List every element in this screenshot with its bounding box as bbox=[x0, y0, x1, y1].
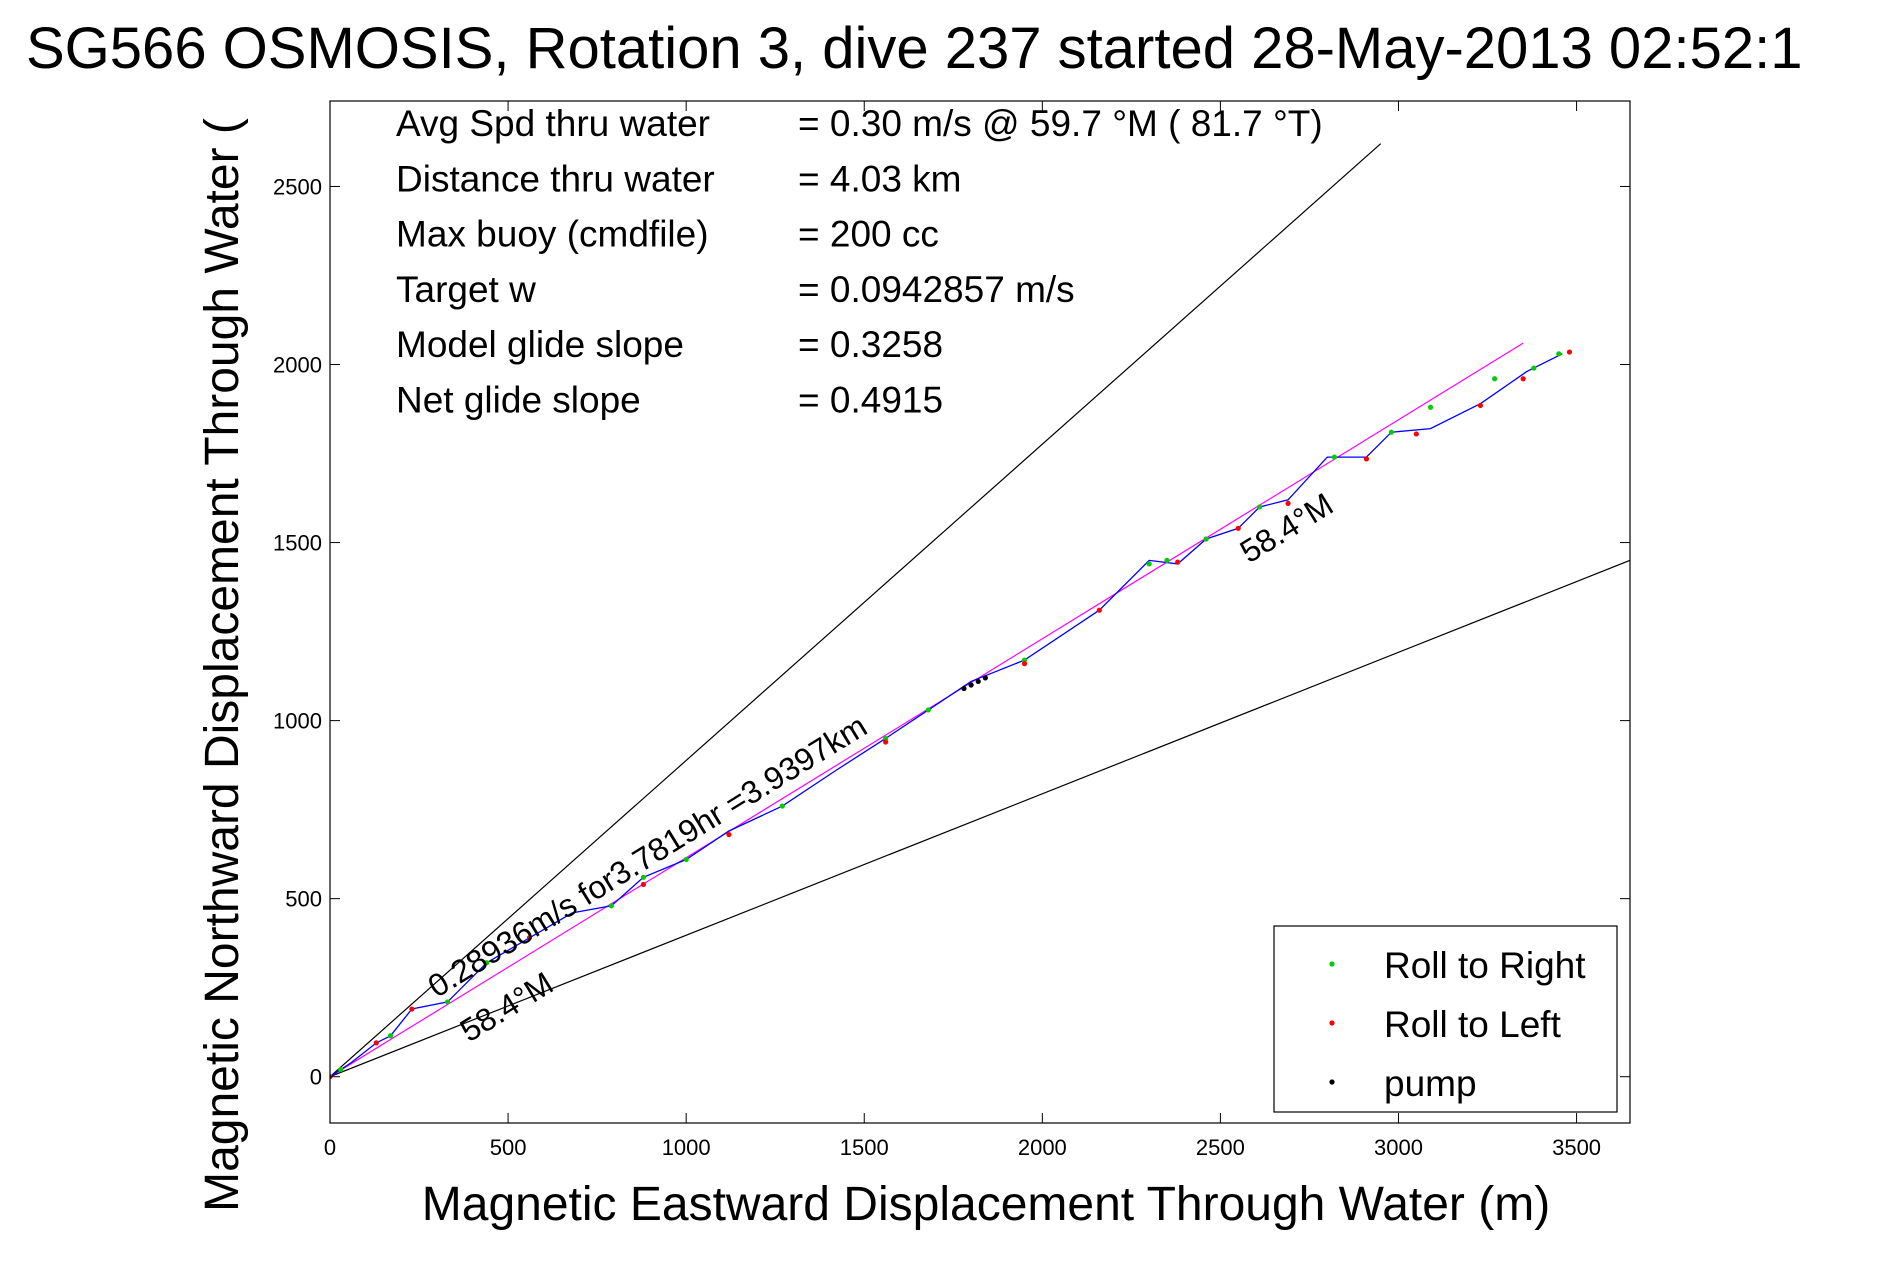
roll-left-point bbox=[1477, 402, 1484, 409]
y-tick-label: 500 bbox=[285, 887, 322, 912]
roll-right-point bbox=[779, 803, 785, 809]
roll-left-point bbox=[1285, 500, 1291, 506]
roll-right-point bbox=[1146, 561, 1152, 567]
roll-left-point bbox=[526, 935, 533, 941]
y-tick-label: 2000 bbox=[273, 353, 322, 378]
info-label: Model glide slope bbox=[396, 324, 684, 365]
roll-left-point bbox=[1520, 376, 1526, 382]
roll-right-point bbox=[1331, 454, 1337, 460]
roll-right-point bbox=[1203, 536, 1209, 542]
roll-right-point bbox=[1531, 365, 1537, 371]
legend-label: Roll to Left bbox=[1384, 1004, 1562, 1045]
pump-point bbox=[975, 678, 981, 685]
legend-label: pump bbox=[1384, 1063, 1477, 1104]
roll-left-point bbox=[1021, 661, 1028, 667]
chart-title: SG566 OSMOSIS, Rotation 3, dive 237 star… bbox=[26, 16, 1802, 81]
legend-marker bbox=[1329, 1079, 1335, 1085]
roll-right-point bbox=[1556, 351, 1562, 357]
roll-right-point bbox=[338, 1066, 344, 1073]
roll-left-point bbox=[1235, 525, 1241, 531]
info-label: Distance thru water bbox=[396, 158, 715, 199]
legend-marker bbox=[1329, 961, 1335, 967]
envelope-line-lower bbox=[330, 559, 1630, 1078]
roll-right-point bbox=[444, 999, 451, 1005]
y-tick-label: 1500 bbox=[273, 531, 322, 556]
roll-left-point bbox=[1566, 349, 1573, 355]
roll-left-point bbox=[1175, 559, 1181, 565]
annotation-label: 0.28936m/s for3.7819hr =3.9397km bbox=[422, 708, 873, 1005]
roll-left-point bbox=[409, 1006, 415, 1012]
pump-point bbox=[968, 682, 974, 688]
legend-marker bbox=[1329, 1020, 1335, 1026]
plot-area bbox=[330, 143, 1630, 1080]
x-tick-label: 3000 bbox=[1374, 1135, 1423, 1160]
y-tick-label: 2500 bbox=[273, 174, 322, 199]
legend-label: Roll to Right bbox=[1384, 945, 1586, 986]
roll-right-point bbox=[387, 1033, 394, 1039]
info-label: Target w bbox=[396, 269, 536, 310]
info-value: = 0.0942857 m/s bbox=[798, 269, 1075, 310]
x-tick-label: 1500 bbox=[840, 1135, 889, 1160]
roll-left-point bbox=[373, 1040, 379, 1046]
roll-right-point bbox=[1256, 504, 1263, 510]
info-value: = 0.3258 bbox=[798, 324, 943, 365]
roll-right-point bbox=[1427, 404, 1434, 410]
x-tick-label: 0 bbox=[324, 1135, 336, 1160]
roll-right-point bbox=[1164, 557, 1170, 563]
roll-right-point bbox=[608, 903, 614, 909]
x-tick-label: 2000 bbox=[1018, 1135, 1067, 1160]
info-value: = 4.03 km bbox=[798, 158, 962, 199]
roll-right-point bbox=[1388, 429, 1394, 435]
x-tick-label: 500 bbox=[490, 1135, 527, 1160]
y-axis-label: Magnetic Northward Displacement Through … bbox=[196, 118, 249, 1212]
roll-left-point bbox=[883, 739, 889, 745]
roll-right-point bbox=[1021, 657, 1028, 663]
roll-left-point bbox=[1413, 431, 1419, 437]
roll-left-point bbox=[726, 831, 732, 838]
pump-point bbox=[961, 685, 967, 692]
roll-left-point bbox=[640, 881, 647, 888]
x-tick-label: 3500 bbox=[1552, 1135, 1601, 1160]
x-tick-label: 1000 bbox=[662, 1135, 711, 1160]
info-value: = 0.4915 bbox=[798, 380, 943, 421]
roll-right-point bbox=[683, 856, 689, 863]
roll-right-point bbox=[640, 874, 647, 880]
roll-right-point bbox=[925, 707, 931, 713]
plot-frame bbox=[329, 100, 1631, 1124]
roll-left-point bbox=[1363, 456, 1370, 462]
info-label: Max buoy (cmdfile) bbox=[396, 214, 709, 255]
info-label: Net glide slope bbox=[396, 380, 641, 421]
annotation-label: 58.4°M bbox=[1234, 486, 1340, 570]
info-value: = 0.30 m/s @ 59.7 °M ( 81.7 °T) bbox=[798, 103, 1323, 144]
x-tick-label: 2500 bbox=[1196, 1135, 1245, 1160]
y-tick-label: 1000 bbox=[273, 709, 322, 734]
y-tick-label: 0 bbox=[310, 1065, 322, 1090]
pump-point bbox=[982, 675, 988, 681]
x-axis-label: Magnetic Eastward Displacement Through W… bbox=[422, 1178, 1550, 1231]
roll-right-point bbox=[484, 960, 490, 966]
roll-left-point bbox=[1096, 607, 1102, 613]
roll-right-point bbox=[1492, 376, 1498, 382]
info-value: = 200 cc bbox=[798, 214, 939, 255]
info-label: Avg Spd thru water bbox=[396, 103, 710, 144]
roll-right-point bbox=[883, 735, 889, 742]
envelope-line-upper bbox=[330, 143, 1382, 1078]
